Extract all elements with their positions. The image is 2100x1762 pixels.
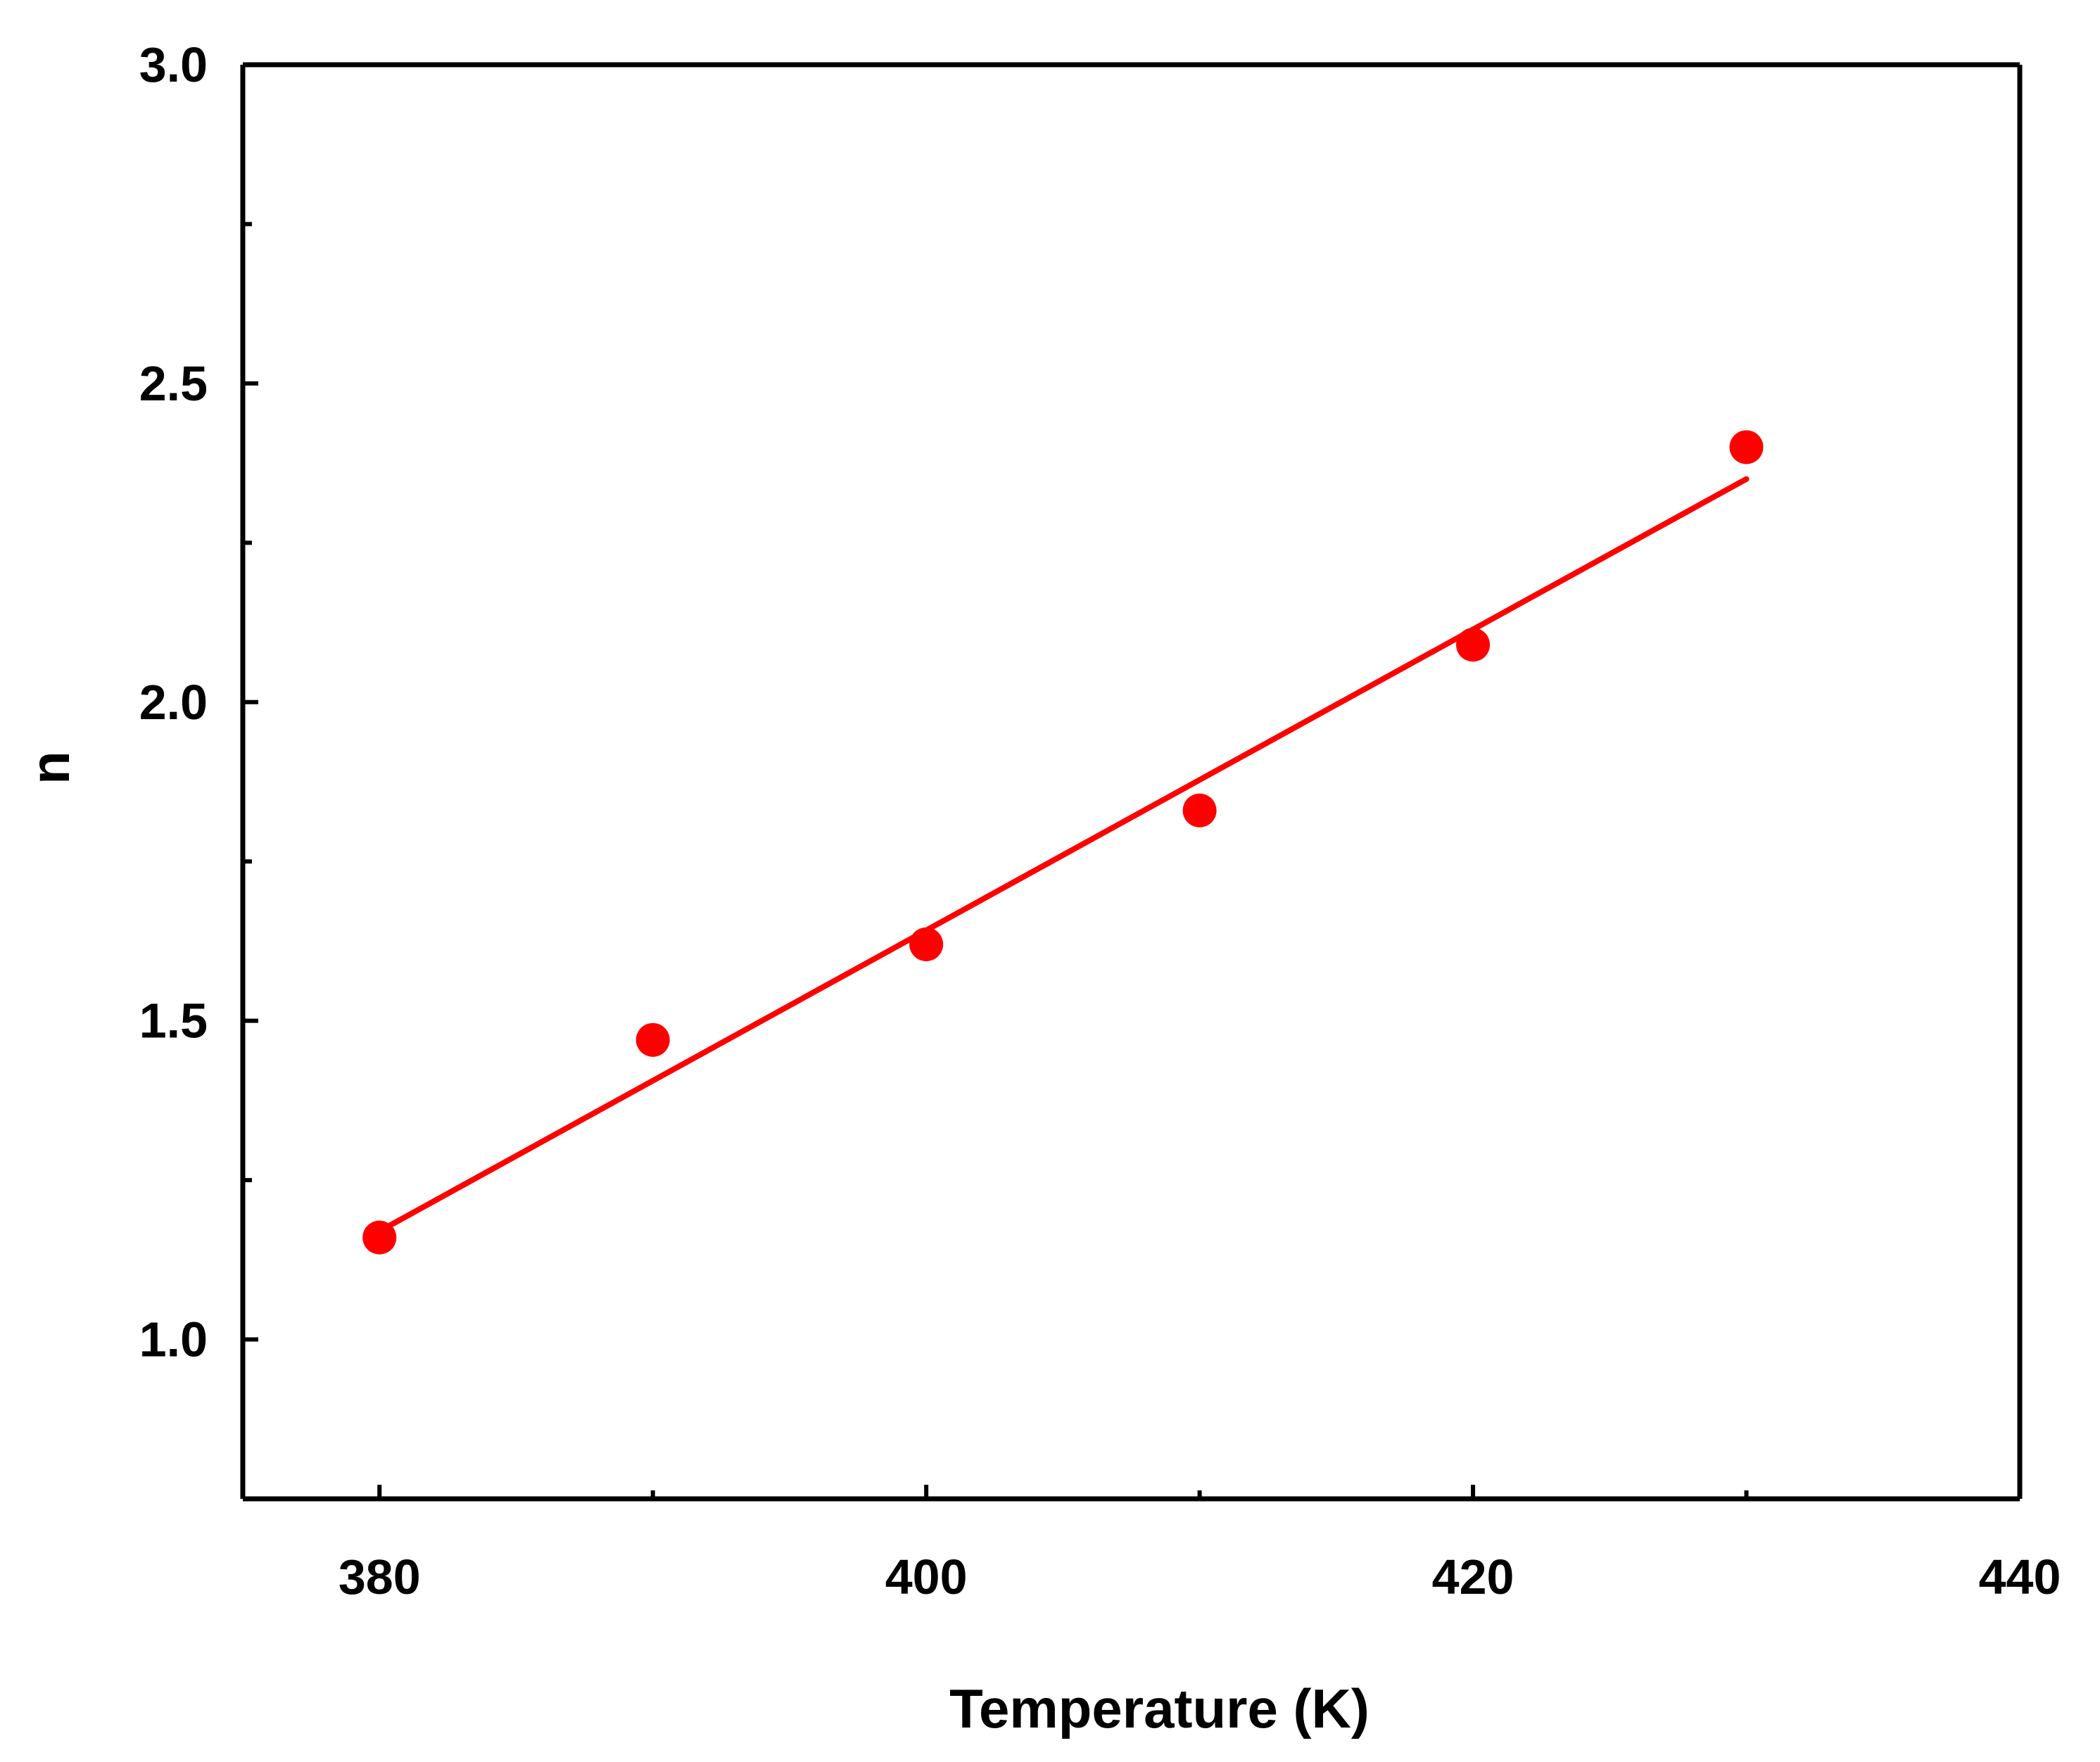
x-tick-label: 440	[1979, 1549, 2061, 1604]
x-axis-title: Temperature (K)	[949, 1678, 1370, 1739]
y-tick-label: 1.0	[139, 1312, 208, 1367]
y-tick-label: 2.0	[139, 675, 208, 730]
data-point	[1456, 628, 1491, 662]
x-axis: 380 400 420 440	[339, 1485, 2061, 1604]
data-point	[635, 1022, 670, 1057]
y-axis: 1.0 1.5 2.0 2.5 3.0	[139, 37, 258, 1367]
data-point	[362, 1220, 397, 1255]
linear-fit-line	[377, 476, 1750, 1234]
y-tick-label: 1.5	[139, 994, 208, 1048]
data-points-layer	[362, 430, 1764, 1255]
fit-line-layer	[377, 476, 1750, 1234]
x-tick-label: 380	[339, 1549, 421, 1604]
data-point	[1182, 793, 1217, 828]
y-tick-label: 3.0	[139, 37, 208, 92]
y-axis-title: n	[19, 751, 81, 785]
data-point	[909, 927, 944, 961]
plot-frame	[240, 62, 2023, 1502]
x-tick-label: 420	[1432, 1549, 1514, 1604]
data-point	[1729, 430, 1764, 464]
x-tick-label: 400	[885, 1549, 968, 1604]
y-tick-label: 2.5	[139, 356, 208, 411]
